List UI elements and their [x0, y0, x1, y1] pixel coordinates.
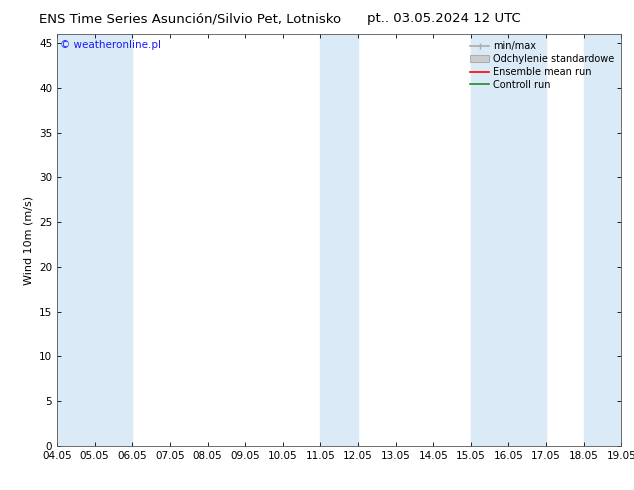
- Text: © weatheronline.pl: © weatheronline.pl: [60, 41, 161, 50]
- Bar: [471, 34, 508, 446]
- Y-axis label: Wind 10m (m/s): Wind 10m (m/s): [23, 196, 34, 285]
- Bar: [584, 34, 621, 446]
- Bar: [508, 34, 546, 446]
- Legend: min/max, Odchylenie standardowe, Ensemble mean run, Controll run: min/max, Odchylenie standardowe, Ensembl…: [468, 39, 616, 92]
- Bar: [320, 34, 358, 446]
- Bar: [94, 34, 133, 446]
- Text: pt.. 03.05.2024 12 UTC: pt.. 03.05.2024 12 UTC: [367, 12, 521, 25]
- Text: ENS Time Series Asunción/Silvio Pet, Lotnisko: ENS Time Series Asunción/Silvio Pet, Lot…: [39, 12, 341, 25]
- Bar: [57, 34, 94, 446]
